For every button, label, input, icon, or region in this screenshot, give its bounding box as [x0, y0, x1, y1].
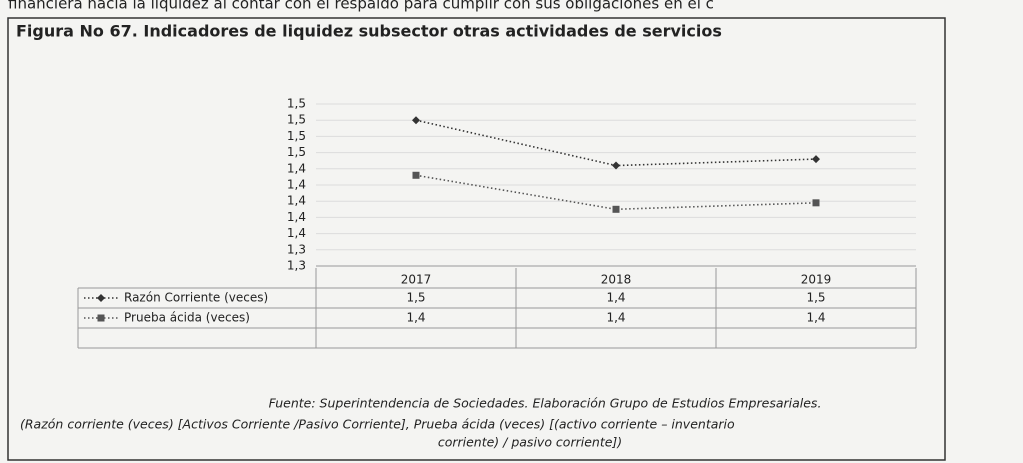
- marker: [812, 199, 820, 207]
- legend-label: Prueba ácida (veces): [124, 311, 250, 325]
- x-tick-label: 2019: [801, 273, 832, 287]
- table-value: 1,5: [406, 291, 425, 305]
- table-value: 1,4: [606, 291, 625, 305]
- y-tick-label: 1,3: [287, 259, 306, 273]
- y-tick-label: 1,4: [287, 194, 306, 208]
- figure-border: [7, 17, 946, 461]
- line: [415, 174, 817, 211]
- marker: [612, 161, 620, 170]
- note: (Razón corriente (veces) [Activos Corrie…: [20, 417, 735, 432]
- y-tick-label: 1,5: [287, 97, 306, 111]
- header-text: financiera hacia la liquidez al contar c…: [8, 0, 714, 13]
- y-tick-label: 1,4: [287, 178, 306, 192]
- chart-title: Figura No 67. Indicadores de liquidez su…: [16, 22, 722, 41]
- marker: [812, 155, 820, 164]
- marker: [412, 116, 420, 125]
- y-tick-label: 1,5: [287, 129, 306, 143]
- y-tick-label: 1,4: [287, 210, 306, 224]
- table-value: 1,4: [406, 311, 425, 325]
- line: [415, 119, 817, 167]
- table-value: 1,4: [606, 311, 625, 325]
- x-tick-label: 2018: [601, 273, 632, 287]
- marker: [97, 314, 105, 322]
- source: Fuente: Superintendencia de Sociedades. …: [269, 396, 822, 411]
- x-tick-label: 2017: [401, 273, 432, 287]
- legend-label: Razón Corriente (veces): [124, 291, 268, 305]
- table-value: 1,4: [806, 311, 825, 325]
- table-value: 1,5: [806, 291, 825, 305]
- note: corriente) / pasivo corriente]): [438, 435, 622, 450]
- y-tick-label: 1,3: [287, 242, 306, 256]
- y-tick-label: 1,5: [287, 145, 306, 159]
- marker: [97, 294, 105, 302]
- y-tick-label: 1,4: [287, 161, 306, 175]
- y-tick-label: 1,5: [287, 113, 306, 127]
- marker: [612, 205, 620, 213]
- y-tick-label: 1,4: [287, 226, 306, 240]
- marker: [412, 171, 420, 179]
